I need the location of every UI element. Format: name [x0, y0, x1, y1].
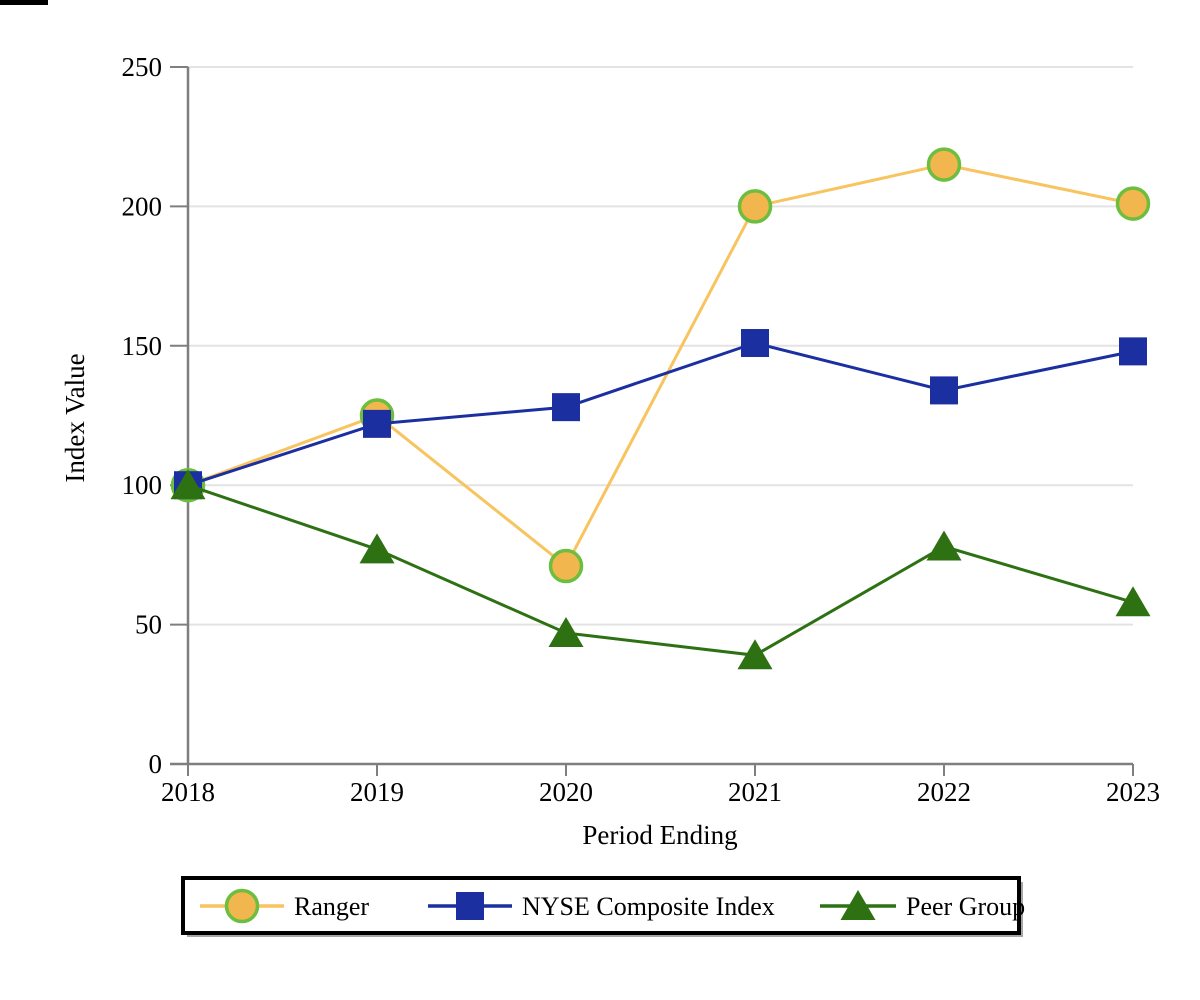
y-axis-title: Index Value [60, 353, 90, 482]
marker-peer-group-2022 [926, 530, 962, 561]
marker-ranger-2023 [1115, 186, 1151, 221]
marker-nyse-composite-index-2022 [930, 376, 958, 405]
x-tick-label-2019: 2019 [350, 777, 404, 807]
marker-nyse-composite-index-2020 [552, 393, 580, 422]
series-nyse-composite-index [174, 329, 1147, 500]
legend-item-nyse-composite-index: NYSE Composite Index [428, 892, 775, 921]
legend-label-nyse-composite-index: NYSE Composite Index [522, 892, 775, 921]
y-tick-label-150: 150 [122, 331, 163, 361]
legend-item-peer-group: Peer Group [820, 890, 1025, 921]
series-line-nyse-composite-index [187, 341, 1134, 487]
series-line-peer-group [187, 483, 1134, 657]
x-tick-label-2021: 2021 [728, 777, 782, 807]
series-group [170, 147, 1151, 670]
axes-and-ticks: 0 50 100 150 200 250 2018 2019 2020 2021 2022 2023 [122, 52, 1161, 807]
top-left-black-bar [0, 0, 48, 5]
legend: Ranger NYSE Composite Index Peer Group [181, 876, 1025, 937]
series-peer-group [170, 469, 1151, 670]
legend-label-ranger: Ranger [294, 892, 369, 921]
y-tick-label-250: 250 [122, 52, 163, 82]
series-ranger [170, 147, 1151, 584]
x-axis-title: Period Ending [582, 820, 737, 850]
gridlines [188, 66, 1133, 626]
legend-label-peer-group: Peer Group [906, 892, 1025, 921]
marker-ranger-2021 [737, 189, 773, 224]
legend-marker-peer-group [840, 890, 876, 920]
marker-peer-group-2019 [359, 533, 395, 564]
x-tick-label-2018: 2018 [161, 777, 215, 807]
marker-peer-group-2018 [170, 469, 206, 500]
x-tick-label-2020: 2020 [539, 777, 593, 807]
marker-ranger-2020 [548, 548, 584, 584]
marker-nyse-composite-index-2023 [1119, 337, 1147, 366]
y-tick-label-100: 100 [122, 470, 163, 500]
marker-nyse-composite-index-2019 [363, 409, 391, 438]
y-tick-label-0: 0 [149, 749, 163, 779]
legend-marker-nyse-composite-index [456, 892, 484, 920]
marker-nyse-composite-index-2021 [741, 329, 769, 358]
marker-ranger-2022 [926, 147, 962, 182]
legend-item-ranger: Ranger [200, 888, 369, 924]
x-tick-label-2023: 2023 [1106, 777, 1160, 807]
marker-peer-group-2021 [737, 639, 773, 670]
marker-peer-group-2023 [1115, 586, 1151, 617]
legend-marker-ranger [224, 888, 260, 924]
series-line-ranger [187, 163, 1134, 569]
marker-peer-group-2020 [548, 616, 584, 647]
y-tick-label-50: 50 [135, 610, 162, 640]
y-tick-label-200: 200 [122, 191, 163, 221]
x-tick-label-2022: 2022 [917, 777, 971, 807]
